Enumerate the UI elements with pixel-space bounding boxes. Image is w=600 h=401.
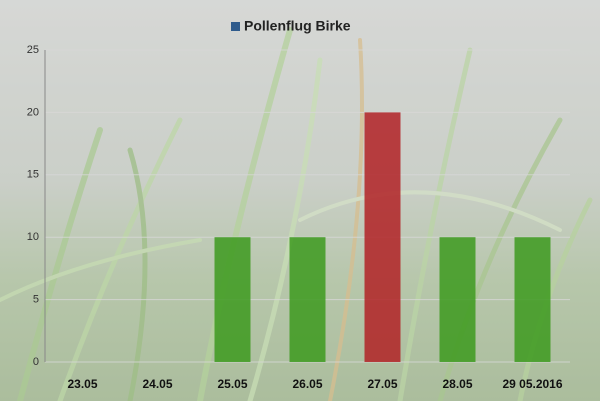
y-tick-label: 0 bbox=[33, 356, 39, 368]
legend-swatch bbox=[231, 22, 240, 31]
legend-label: Pollenflug Birke bbox=[244, 18, 351, 34]
bar bbox=[514, 237, 551, 362]
bar bbox=[364, 112, 401, 363]
x-tick-label: 28.05 bbox=[442, 377, 472, 391]
x-tick-label: 23.05 bbox=[67, 377, 97, 391]
grass-decoration bbox=[0, 27, 593, 401]
x-tick-label: 25.05 bbox=[217, 377, 247, 391]
y-tick-label: 5 bbox=[33, 294, 39, 306]
y-tick-label: 20 bbox=[27, 106, 39, 118]
x-tick-label: 29 05.2016 bbox=[502, 377, 562, 391]
y-tick-label: 10 bbox=[27, 231, 39, 243]
bar bbox=[289, 237, 326, 362]
y-tick-label: 25 bbox=[27, 44, 39, 56]
x-tick-label: 27.05 bbox=[367, 377, 397, 391]
bar bbox=[214, 237, 251, 362]
x-tick-label: 26.05 bbox=[292, 377, 322, 391]
bar bbox=[439, 237, 476, 362]
x-tick-label: 24.05 bbox=[142, 377, 172, 391]
y-tick-label: 15 bbox=[27, 169, 39, 181]
